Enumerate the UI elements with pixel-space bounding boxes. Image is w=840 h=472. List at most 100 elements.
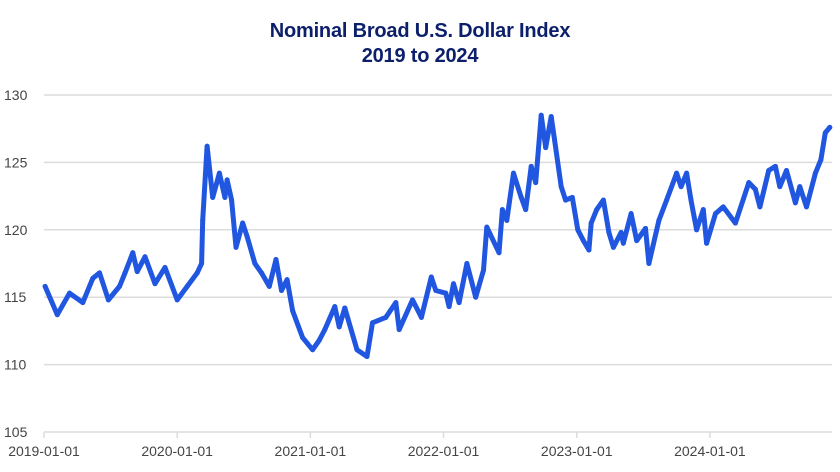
data-point: [204, 143, 210, 149]
data-point: [194, 270, 200, 276]
data-point: [252, 261, 258, 266]
data-point: [200, 217, 206, 223]
y-tick-label: 120: [4, 222, 28, 238]
data-point: [446, 304, 452, 310]
data-point: [620, 240, 626, 246]
data-point: [610, 244, 616, 250]
data-point: [528, 163, 534, 169]
y-tick-label: 115: [4, 289, 27, 305]
data-point: [504, 217, 510, 223]
data-point: [643, 225, 649, 231]
data-point: [473, 294, 479, 300]
data-point: [105, 297, 111, 303]
data-point: [803, 204, 809, 210]
data-point: [543, 145, 549, 151]
data-point: [184, 283, 190, 289]
data-point: [569, 194, 575, 200]
data-point: [818, 157, 824, 163]
data-point: [533, 180, 539, 186]
data-point: [510, 170, 516, 176]
data-point: [259, 270, 265, 276]
data-point: [370, 320, 376, 326]
data-point: [783, 167, 789, 173]
data-point: [594, 207, 600, 213]
data-point: [80, 300, 86, 306]
data-point: [342, 305, 348, 311]
data-point: [766, 167, 772, 173]
data-point: [523, 207, 529, 213]
data-point: [162, 265, 168, 271]
data-point: [54, 312, 60, 318]
data-point: [433, 287, 439, 293]
data-point: [464, 261, 470, 266]
data-point: [42, 283, 48, 289]
data-point: [777, 184, 783, 190]
data-point: [224, 177, 230, 183]
data-point: [688, 197, 694, 203]
data-point: [772, 163, 778, 169]
data-point: [116, 283, 122, 289]
x-tick-label: 2023-01-01: [541, 443, 613, 459]
data-point: [418, 314, 424, 320]
y-tick-label: 105: [4, 424, 28, 440]
data-point: [797, 184, 803, 190]
data-point: [792, 200, 798, 206]
data-point: [266, 283, 272, 289]
data-point: [310, 347, 316, 353]
data-point: [757, 204, 763, 210]
data-point: [96, 270, 102, 276]
data-point: [606, 229, 612, 235]
data-point: [130, 250, 136, 256]
data-point: [720, 204, 726, 210]
data-point: [552, 136, 558, 142]
data-point: [704, 240, 710, 246]
data-point: [580, 238, 586, 244]
y-tick-label: 125: [4, 154, 28, 170]
x-tick-label: 2019-01-01: [8, 443, 80, 459]
data-point: [674, 170, 680, 176]
data-point: [456, 300, 462, 306]
data-point: [443, 290, 449, 296]
data-point: [233, 244, 239, 250]
data-point: [694, 227, 700, 233]
data-point: [67, 290, 73, 296]
data-point: [300, 335, 306, 341]
data-point: [634, 238, 640, 244]
data-point: [563, 197, 569, 203]
data-point: [628, 211, 634, 217]
data-point: [558, 184, 564, 190]
data-point: [646, 261, 652, 266]
data-point: [618, 229, 624, 235]
series-line: [42, 112, 833, 359]
data-point: [538, 112, 544, 118]
data-point: [210, 194, 216, 200]
data-point: [812, 170, 818, 176]
data-point: [684, 170, 690, 176]
data-point: [316, 337, 322, 343]
chart-title: Nominal Broad U.S. Dollar Index: [269, 20, 571, 42]
data-point: [678, 184, 684, 190]
chart-subtitle: 2019 to 2024: [361, 45, 479, 67]
data-point: [174, 297, 180, 303]
data-point: [152, 281, 158, 287]
data-point: [90, 275, 96, 281]
data-point: [229, 197, 235, 203]
data-point: [122, 270, 128, 276]
data-point: [383, 314, 389, 320]
data-point: [451, 281, 457, 287]
data-point: [700, 207, 706, 213]
x-tick-label: 2024-01-01: [674, 443, 746, 459]
data-point: [827, 124, 833, 130]
data-point: [499, 207, 505, 213]
data-point: [518, 194, 524, 200]
data-point: [600, 197, 606, 203]
data-point: [822, 130, 828, 136]
data-point: [240, 220, 246, 226]
data-point: [712, 211, 718, 217]
data-point: [428, 274, 434, 280]
data-point: [199, 261, 205, 266]
data-point: [656, 217, 662, 223]
data-point: [322, 327, 328, 333]
data-point: [575, 227, 581, 233]
data-point: [752, 186, 758, 192]
